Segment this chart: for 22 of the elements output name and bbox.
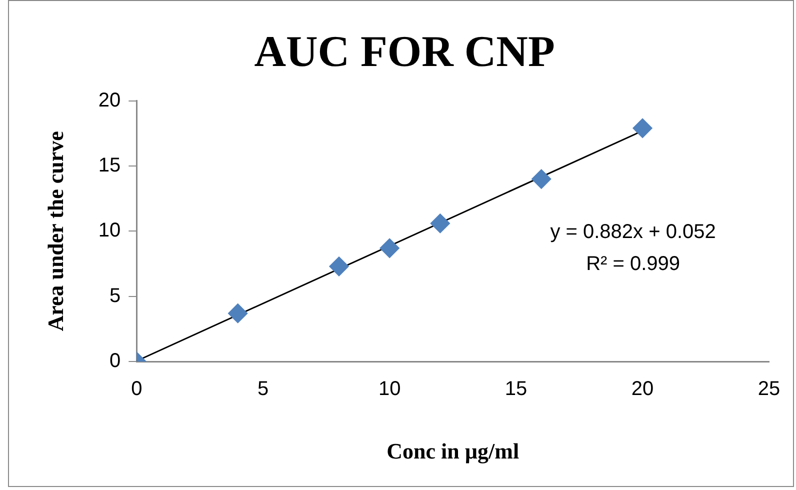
y-axis-title: Area under the curve — [42, 130, 68, 332]
point — [228, 304, 248, 324]
point — [532, 169, 552, 189]
x-tick-label: 0 — [131, 378, 142, 400]
point — [329, 256, 349, 276]
x-tick-label: 15 — [504, 378, 528, 400]
y-tick-label: 15 — [98, 154, 121, 177]
y-tick-label: 5 — [110, 284, 121, 307]
y-tick-label: 10 — [98, 220, 121, 242]
chart-title: AUC FOR CNP — [254, 26, 555, 76]
annotation: y = 0.882x + 0.052 — [550, 221, 716, 244]
point — [380, 238, 400, 258]
x-tick-label: 25 — [758, 378, 780, 400]
point — [430, 214, 450, 234]
x-tick-label: 5 — [258, 378, 269, 400]
annotation: R² = 0.999 — [586, 253, 680, 276]
y-tick-label: 20 — [98, 89, 121, 112]
y-tick-label: 0 — [110, 350, 121, 372]
x-tick-label: 10 — [378, 378, 401, 400]
x-axis-title: Conc in µg/ml — [386, 438, 520, 464]
point — [632, 118, 652, 138]
x-tick-label: 20 — [631, 378, 654, 400]
